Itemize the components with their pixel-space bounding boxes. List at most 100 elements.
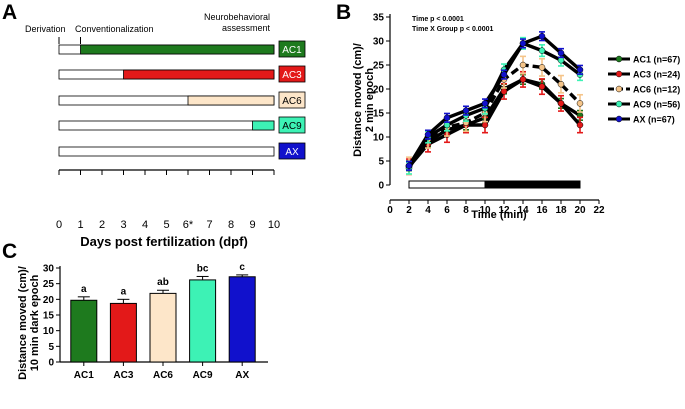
- legend-marker-ac3: [615, 70, 623, 78]
- b-y-axis-label: Distance moved (cm)/2 min epoch: [352, 43, 376, 157]
- bar-ax: [228, 276, 256, 363]
- data-point-ac6: [557, 80, 565, 88]
- b-x-tick-label: 4: [425, 205, 431, 216]
- b-y-tick-label: 15: [373, 109, 385, 120]
- significance-label-ac1: a: [81, 284, 87, 295]
- a-x-tick-label: 8: [228, 219, 234, 231]
- group-badge-ax: [278, 142, 306, 160]
- data-point-ax: [576, 66, 584, 74]
- b-x-tick-label: 8: [463, 205, 469, 216]
- light-epoch-bar: [408, 180, 486, 189]
- legend-label-ax: AX (n=67): [633, 115, 675, 125]
- dark-epoch-bar: [484, 180, 581, 189]
- timeline-fill-ac3: [123, 69, 275, 80]
- panel-label-c: C: [2, 240, 17, 263]
- data-point-ac6: [538, 64, 546, 71]
- b-x-tick-label: 18: [555, 205, 567, 216]
- a-x-tick-label: 1: [77, 219, 83, 231]
- annotation-derivation: Derivation: [25, 24, 66, 34]
- category-label-ac6: AC6: [153, 370, 173, 381]
- data-point-ac9: [538, 47, 546, 54]
- legend-label-ac1: AC1 (n=67): [633, 55, 680, 65]
- data-point-ac3: [481, 121, 489, 129]
- annotation-conventionalization: Conventionalization: [75, 24, 154, 34]
- legend-label-ac6: AC6 (n=12): [633, 85, 680, 95]
- data-point-ax: [519, 40, 527, 47]
- data-point-ac3: [538, 83, 546, 90]
- a-x-tick-label: 2: [99, 219, 105, 231]
- group-label-ac6: AC6: [282, 96, 302, 107]
- bar-ac1: [70, 299, 98, 363]
- b-y-tick-label: 25: [373, 61, 385, 72]
- category-label-ac9: AC9: [193, 370, 213, 381]
- series-line-ac3: [407, 77, 582, 168]
- legend-marker-ac9: [615, 100, 623, 108]
- group-badge-ac1: [278, 40, 306, 58]
- b-x-tick-label: 10: [479, 205, 491, 216]
- b-y-tick-label: 5: [378, 157, 384, 168]
- timeline-fill-ac9: [252, 120, 275, 131]
- a-x-tick-label: 3: [120, 219, 126, 231]
- b-x-tick-label: 0: [387, 205, 393, 216]
- data-point-ac6: [576, 100, 584, 107]
- group-label-ac9: AC9: [282, 121, 302, 132]
- a-x-tick-label: 6*: [183, 219, 194, 231]
- legend-marker-ac6: [615, 85, 623, 93]
- data-point-ax: [405, 162, 413, 170]
- timeline-bar-ac9: [58, 120, 275, 131]
- c-y-tick-label: 25: [43, 279, 55, 290]
- c-y-tick-label: 10: [43, 326, 55, 337]
- data-point-ax: [462, 107, 470, 114]
- significance-label-ac9: bc: [197, 263, 209, 274]
- a-x-tick-label: 4: [142, 219, 148, 231]
- bar-ac6: [149, 292, 177, 363]
- series-line-ax: [407, 34, 582, 167]
- a-x-tick-label: 0: [56, 219, 62, 231]
- group-label-ac1: AC1: [282, 45, 302, 56]
- b-y-tick-label: 20: [373, 85, 385, 96]
- c-y-axis-label: Distance moved (cm)/10 min dark epoch: [17, 266, 41, 380]
- category-label-ax: AX: [235, 370, 249, 381]
- c-y-tick-label: 15: [43, 311, 55, 322]
- c-y-tick-label: 5: [48, 342, 54, 353]
- b-stat-interaction: Time X Group p < 0.0001: [412, 26, 493, 33]
- group-badge-ac9: [278, 116, 306, 134]
- b-x-tick-label: 16: [536, 205, 548, 216]
- panel-label-a: A: [2, 1, 17, 24]
- a-x-tick-label: 10: [268, 219, 280, 231]
- b-y-tick-label: 0: [378, 181, 384, 192]
- data-point-ax: [443, 114, 451, 122]
- data-point-ax: [424, 131, 432, 138]
- group-label-ac3: AC3: [282, 70, 302, 81]
- bar-ac3: [109, 302, 137, 363]
- b-stat-time: Time p < 0.0001: [412, 16, 464, 23]
- category-label-ac3: AC3: [113, 370, 133, 381]
- c-y-tick-label: 0: [48, 358, 54, 369]
- data-point-ac3: [576, 121, 584, 129]
- b-x-tick-label: 20: [574, 205, 586, 216]
- a-x-tick-label: 9: [249, 219, 255, 231]
- a-x-tick-label: 5: [163, 219, 169, 231]
- data-point-ac3: [500, 88, 508, 95]
- a-x-axis-label: Days post fertilization (dpf): [80, 234, 248, 249]
- a-x-tick-label: 7: [206, 219, 212, 231]
- panel-label-b: B: [336, 1, 351, 24]
- data-point-ax: [538, 32, 546, 40]
- legend-label-ac3: AC3 (n=24): [633, 70, 680, 80]
- legend-marker-ac1: [615, 55, 623, 63]
- timeline-fill-ac1: [80, 44, 275, 55]
- significance-label-ac3: a: [121, 286, 127, 297]
- annotation-neurobehavioral: Neurobehavioral assessment: [204, 12, 271, 33]
- series-line-ac6: [407, 63, 582, 167]
- significance-label-ax: c: [239, 262, 245, 273]
- legend-marker-ax: [615, 115, 623, 123]
- group-label-ax: AX: [285, 147, 299, 158]
- bar-ac9: [189, 279, 217, 363]
- legend-label-ac9: AC9 (n=56): [633, 100, 680, 110]
- data-point-ax: [557, 49, 565, 57]
- b-y-tick-label: 10: [373, 133, 385, 144]
- data-point-ax: [481, 100, 489, 107]
- category-label-ac1: AC1: [74, 370, 94, 381]
- timeline-bar-ax: [58, 146, 275, 157]
